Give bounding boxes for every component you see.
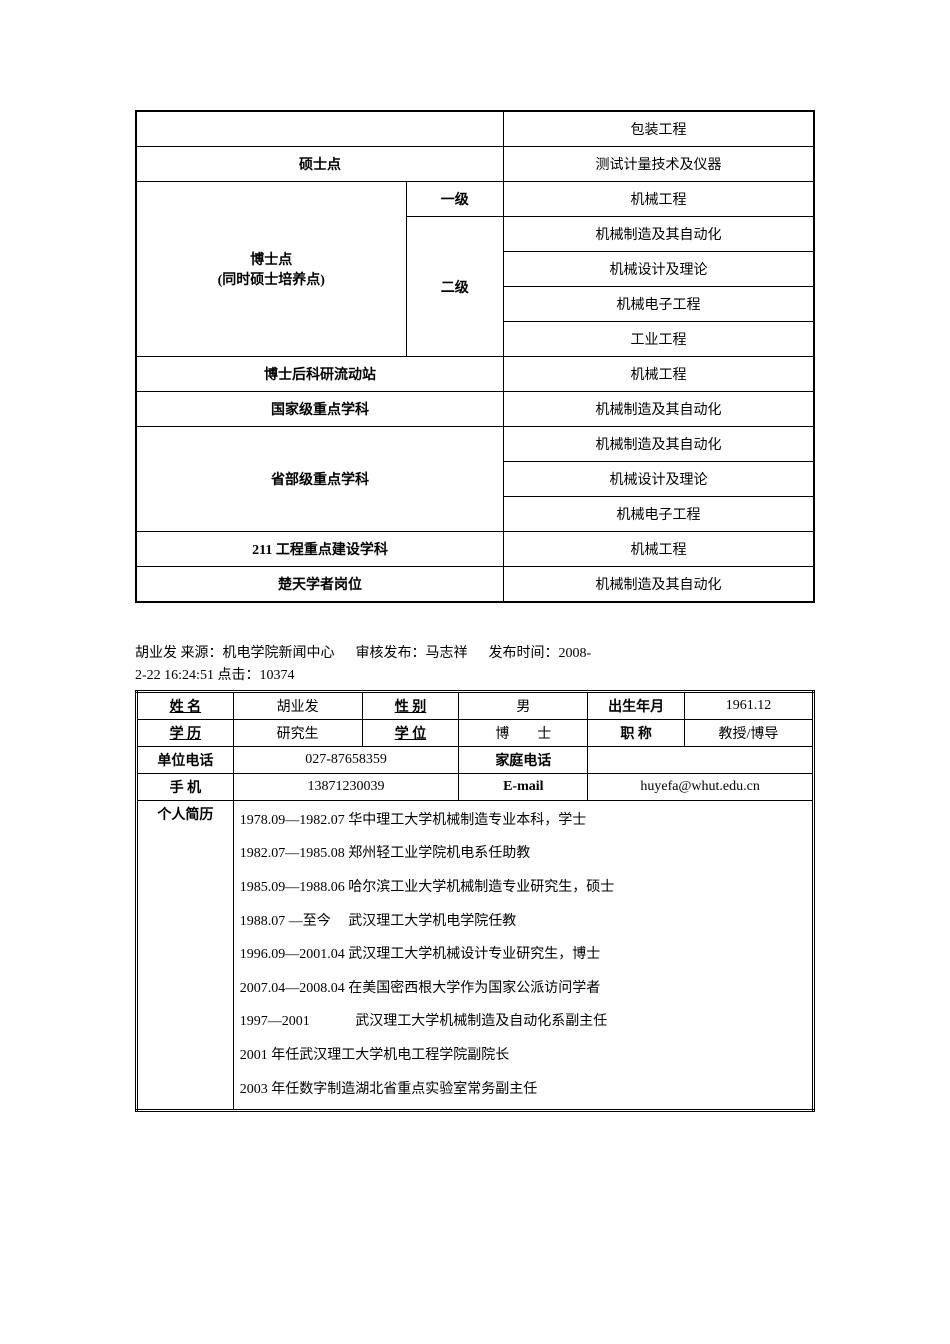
gender-value: 男 — [459, 691, 588, 719]
postdoc-label: 博士后科研流动站 — [136, 357, 503, 392]
resume-line: 1996.09—2001.04 武汉理工大学机械设计专业研究生，博士 — [240, 938, 806, 972]
resume-line: 1997—2001 武汉理工大学机械制造及自动化系副主任 — [240, 1005, 806, 1039]
degree-label: 学 位 — [362, 719, 459, 746]
profile-table: 姓 名 胡业发 性 别 男 出生年月 1961.12 学 历 研究生 学 位 博… — [135, 690, 815, 1112]
meta-source: 胡业发 来源：机电学院新闻中心 — [135, 646, 335, 661]
title-label: 职 称 — [588, 719, 685, 746]
level2-label: 二级 — [406, 217, 503, 357]
level2-value-3: 工业工程 — [503, 322, 814, 357]
masters-value: 测试计量技术及仪器 — [503, 147, 814, 182]
masters-label: 硕士点 — [136, 147, 503, 182]
birth-value: 1961.12 — [684, 691, 813, 719]
resume-line: 2007.04—2008.04 在美国密西根大学作为国家公派访问学者 — [240, 972, 806, 1006]
level1-value: 机械工程 — [503, 182, 814, 217]
name-label: 姓 名 — [137, 691, 234, 719]
meta-reviewer: 审核发布：马志祥 — [356, 646, 468, 661]
resume-line: 2001 年任武汉理工大学机电工程学院副院长 — [240, 1039, 806, 1073]
national-key-label: 国家级重点学科 — [136, 392, 503, 427]
resume-line: 1978.09—1982.07 华中理工大学机械制造专业本科，学士 — [240, 804, 806, 838]
resume-label: 个人简历 — [137, 800, 234, 1110]
national-key-value: 机械制造及其自动化 — [503, 392, 814, 427]
email-value: huyefa@whut.edu.cn — [588, 773, 814, 800]
mobile-label: 手 机 — [137, 773, 234, 800]
provincial-value-2: 机械电子工程 — [503, 497, 814, 532]
resume-line: 1982.07—1985.08 郑州轻工业学院机电系任助教 — [240, 837, 806, 871]
level2-value-1: 机械设计及理论 — [503, 252, 814, 287]
resume-line: 1988.07 —至今 武汉理工大学机电学院任教 — [240, 905, 806, 939]
title-value: 教授/博导 — [684, 719, 813, 746]
mobile-value: 13871230039 — [233, 773, 459, 800]
article-meta: 胡业发 来源：机电学院新闻中心 审核发布：马志祥 发布时间：2008- 2-22… — [135, 643, 815, 688]
meta-line2: 2-22 16:24:51 点击：10374 — [135, 668, 294, 683]
empty-label — [136, 111, 503, 147]
chutian-value: 机械制造及其自动化 — [503, 567, 814, 603]
provincial-value-0: 机械制造及其自动化 — [503, 427, 814, 462]
provincial-label: 省部级重点学科 — [136, 427, 503, 532]
name-value: 胡业发 — [233, 691, 362, 719]
project211-value: 机械工程 — [503, 532, 814, 567]
resume-line: 1985.09—1988.06 哈尔滨工业大学机械制造专业研究生，硕士 — [240, 871, 806, 905]
edu-value: 研究生 — [233, 719, 362, 746]
edu-label: 学 历 — [137, 719, 234, 746]
home-phone-value — [588, 746, 814, 773]
level2-value-2: 机械电子工程 — [503, 287, 814, 322]
phd-label: 博士点 (同时硕士培养点) — [136, 182, 406, 357]
gender-label: 性 别 — [362, 691, 459, 719]
level1-label: 一级 — [406, 182, 503, 217]
degree-value: 博 士 — [459, 719, 588, 746]
project211-label: 211 工程重点建设学科 — [136, 532, 503, 567]
meta-publish-time: 发布时间：2008- — [489, 646, 592, 661]
level2-value-0: 机械制造及其自动化 — [503, 217, 814, 252]
resume-content: 1978.09—1982.07 华中理工大学机械制造专业本科，学士 1982.0… — [233, 800, 813, 1110]
discipline-value: 包装工程 — [503, 111, 814, 147]
email-label: E-mail — [459, 773, 588, 800]
birth-label: 出生年月 — [588, 691, 685, 719]
unit-phone-label: 单位电话 — [137, 746, 234, 773]
chutian-label: 楚天学者岗位 — [136, 567, 503, 603]
discipline-table: 包装工程 硕士点 测试计量技术及仪器 博士点 (同时硕士培养点) 一级 机械工程… — [135, 110, 815, 603]
postdoc-value: 机械工程 — [503, 357, 814, 392]
unit-phone-value: 027-87658359 — [233, 746, 459, 773]
provincial-value-1: 机械设计及理论 — [503, 462, 814, 497]
resume-line: 2003 年任数字制造湖北省重点实验室常务副主任 — [240, 1073, 806, 1107]
home-phone-label: 家庭电话 — [459, 746, 588, 773]
